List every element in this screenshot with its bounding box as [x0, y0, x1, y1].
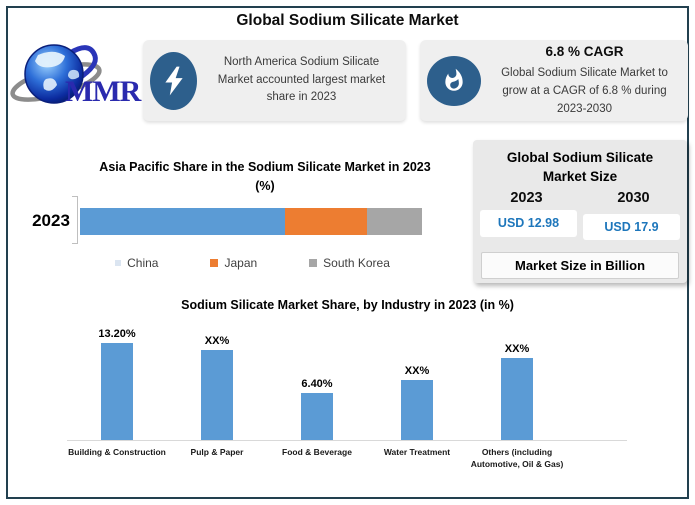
market-size-panel: Global Sodium Silicate Market Size 2023 …	[473, 140, 687, 283]
market-size-2023-value: USD 12.98	[480, 209, 577, 237]
page-title: Global Sodium Silicate Market	[236, 12, 459, 29]
bar	[501, 358, 533, 440]
bar-value-label: 13.20%	[98, 328, 136, 340]
cagr-title: 6.8 % CAGR	[545, 44, 624, 60]
category-label-text: Pulp & Paper	[190, 447, 244, 457]
industry-chart-title: Sodium Silicate Market Share, by Industr…	[181, 298, 514, 312]
category-label: Pulp & Paper	[167, 446, 267, 471]
bar	[401, 380, 433, 440]
bar-group-water-treatment: XX%	[367, 318, 467, 440]
industry-category-labels: Building & Construction Pulp & Paper Food …	[67, 446, 627, 471]
bar-value-label: XX%	[504, 343, 530, 355]
market-size-title-line2: Market Size	[542, 168, 618, 184]
category-label-text: Others (including Automotive, Oil & Gas)	[470, 447, 564, 470]
market-size-unit-badge: Market Size in Billion	[481, 251, 679, 279]
bar-group-others-including-automotive-oil-gas: XX%	[467, 318, 567, 440]
logo-text: MMR	[65, 75, 142, 108]
year-2023-label: 2023	[510, 189, 543, 206]
bar	[301, 393, 333, 440]
asia-chart-title-line1: Asia Pacific Share in the Sodium Silicat…	[99, 160, 431, 174]
market-size-title-line1: Global Sodium Silicate	[506, 150, 654, 165]
legend-swatch-china	[115, 260, 122, 266]
callout-cagr: 6.8 % CAGR Global Sodium Silicate Market…	[420, 40, 688, 121]
industry-bar-chart: 13.20% XX% 6.40% XX% XX%	[67, 318, 627, 441]
asia-chart-title-line2: (%)	[255, 178, 275, 193]
bar	[101, 343, 133, 440]
lightning-icon	[150, 51, 197, 110]
flame-icon	[427, 55, 481, 106]
category-label-text: Building & Construction	[68, 447, 166, 457]
mmr-logo: MMR	[10, 40, 143, 112]
category-label-text: Water Treatment	[383, 447, 451, 457]
callout-cagr-text: Global Sodium Silicate Market to grow at…	[501, 67, 668, 115]
bar-group-pulp-paper: XX%	[167, 318, 267, 440]
legend-item-china: China	[115, 256, 158, 270]
bar-value-label: XX%	[204, 335, 230, 347]
year-2030-label: 2030	[617, 189, 650, 206]
legend-label: China	[127, 256, 159, 270]
segment-china	[80, 208, 286, 235]
legend-item-south-korea: South Korea	[309, 256, 390, 270]
bar	[201, 350, 233, 440]
asia-chart-category-label: 2023	[32, 211, 70, 230]
category-label: Others (including Automotive, Oil & Gas)	[467, 446, 567, 471]
bar-value-label: 6.40%	[301, 378, 333, 390]
legend-swatch-south-korea	[309, 259, 318, 267]
bar-group-food-beverage: 6.40%	[267, 318, 367, 440]
callout-north-america-text: North America Sodium Silicate Market acc…	[217, 55, 386, 104]
segment-south-korea	[367, 208, 422, 235]
category-label: Food & Beverage	[267, 446, 367, 471]
category-label-text: Food & Beverage	[282, 447, 352, 457]
market-size-title: Global Sodium Silicate Market Size	[473, 149, 687, 187]
asia-chart-title: Asia Pacific Share in the Sodium Silicat…	[55, 158, 475, 196]
legend-swatch-japan	[210, 259, 219, 267]
bar-value-label: XX%	[404, 365, 430, 377]
legend-item-japan: Japan	[210, 256, 257, 270]
legend-label: Japan	[224, 256, 258, 270]
asia-stacked-bar	[80, 208, 422, 235]
asia-chart-axis	[72, 196, 78, 244]
market-size-2030-value: USD 17.9	[583, 213, 680, 240]
category-label: Water Treatment	[367, 446, 467, 471]
globe-icon: MMR	[10, 44, 143, 108]
legend-label: South Korea	[323, 256, 390, 270]
category-label: Building & Construction	[67, 446, 167, 471]
asia-chart-legend: China Japan South Korea	[80, 256, 425, 270]
bar-group-building-construction: 13.20%	[67, 318, 167, 440]
segment-japan	[285, 208, 368, 235]
callout-north-america: North America Sodium Silicate Market acc…	[143, 40, 406, 121]
